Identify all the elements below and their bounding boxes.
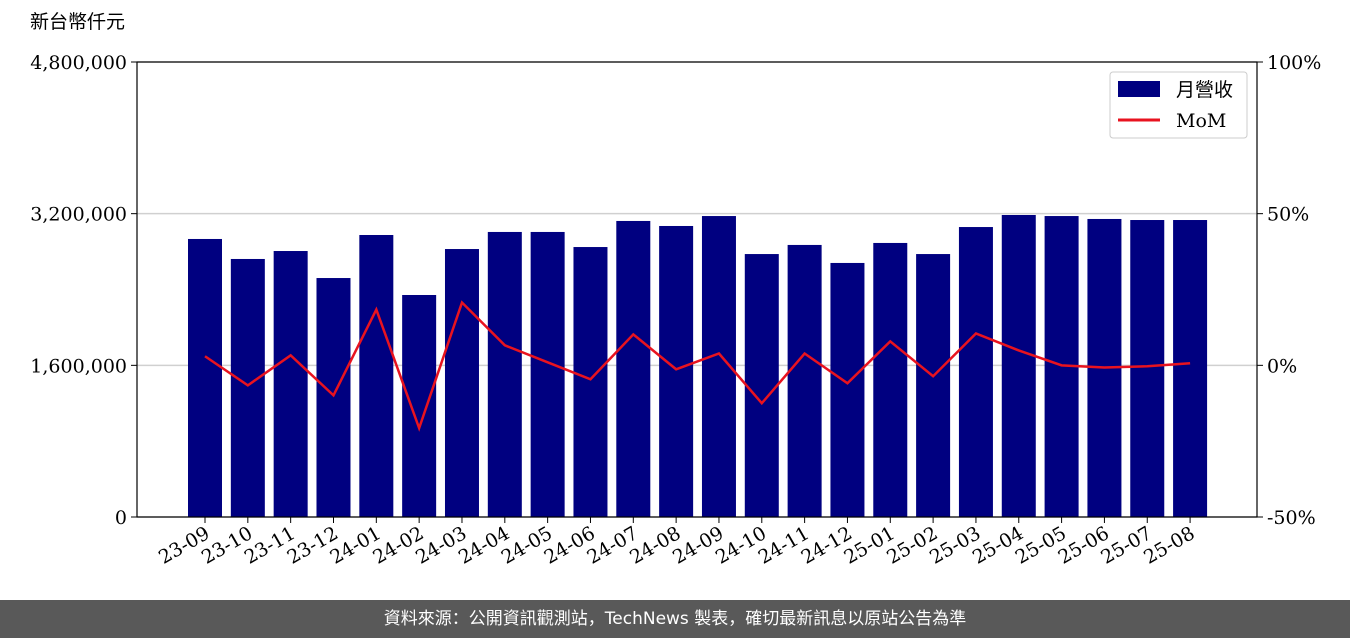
y2-tick-label: 50% — [1267, 204, 1309, 226]
chart: 新台幣仟元 0 1,600,000 3,200,000 4,800,000 -50% 0%… — [30, 11, 1321, 569]
bar — [487, 231, 522, 517]
bar — [830, 262, 865, 517]
bar — [744, 254, 779, 517]
y-tick-label: 1,600,000 — [30, 355, 127, 377]
bar — [1130, 220, 1165, 518]
legend-label: 月營收 — [1176, 79, 1233, 101]
bar — [787, 244, 822, 517]
bar — [1173, 220, 1208, 518]
bar — [958, 227, 993, 517]
y-tick-label: 4,800,000 — [30, 52, 127, 74]
y-tick-label: 3,200,000 — [30, 204, 127, 226]
bar — [402, 294, 437, 517]
bar — [916, 254, 951, 517]
bar — [316, 278, 351, 517]
line — [204, 300, 1191, 432]
bar — [188, 238, 222, 517]
y2-tick-label: 100% — [1267, 52, 1321, 74]
y-tick-label: 0 — [115, 507, 127, 529]
bar — [444, 249, 479, 517]
y-axis-label: 新台幣仟元 — [30, 11, 125, 33]
legend-label: MoM — [1176, 110, 1226, 132]
legend-swatch — [1118, 81, 1160, 97]
bar — [1001, 214, 1036, 517]
bar — [616, 220, 651, 517]
y2-tick-label: -50% — [1267, 507, 1316, 529]
y2-tick-label: 0% — [1267, 355, 1297, 377]
x-tick-label: 25-08 — [1140, 522, 1198, 568]
bar — [230, 258, 265, 517]
bar — [659, 225, 694, 518]
bar — [530, 231, 565, 517]
bar — [273, 251, 308, 517]
bar — [359, 234, 394, 517]
footer: 資料來源：公開資訊觀測站，TechNews 製表，確切最新訊息以原站公告為準 — [0, 600, 1350, 638]
bar — [873, 242, 908, 518]
plot-frame — [136, 61, 1258, 518]
bar — [573, 247, 608, 518]
